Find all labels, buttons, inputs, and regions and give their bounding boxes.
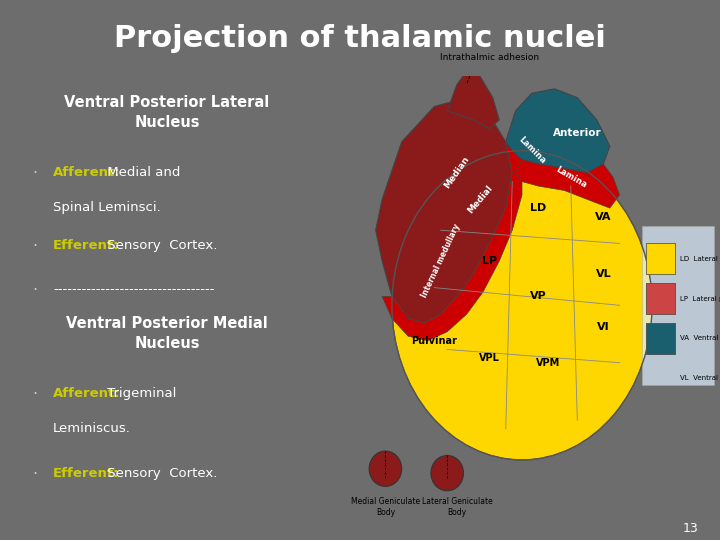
Polygon shape — [516, 159, 619, 208]
Text: VPL: VPL — [479, 353, 500, 363]
Text: 13: 13 — [683, 522, 698, 535]
Text: Sensory  Cortex.: Sensory Cortex. — [103, 239, 217, 252]
Text: VL  Ventral: VL Ventral — [680, 375, 718, 381]
Text: Ventral Posterior Medial
Nucleus: Ventral Posterior Medial Nucleus — [66, 316, 268, 350]
Polygon shape — [505, 89, 610, 173]
Text: LD: LD — [530, 203, 546, 213]
Text: Internal medullary: Internal medullary — [420, 223, 462, 300]
Text: Trigeminal: Trigeminal — [103, 387, 176, 400]
Text: Spinal Leminsci.: Spinal Leminsci. — [53, 201, 161, 214]
Text: Medial and: Medial and — [103, 166, 180, 179]
Text: ·: · — [32, 239, 37, 254]
Text: Ventral Posterior Lateral
Nucleus: Ventral Posterior Lateral Nucleus — [64, 96, 270, 130]
Text: VA  Ventral A: VA Ventral A — [680, 335, 720, 341]
Bar — [646, 244, 675, 274]
Text: ·: · — [32, 387, 37, 402]
Text: ·: · — [32, 166, 37, 181]
Text: Efferent:: Efferent: — [53, 239, 120, 252]
Text: Lamina: Lamina — [516, 136, 547, 166]
Bar — [646, 323, 675, 354]
Text: ----------------------------------: ---------------------------------- — [53, 283, 215, 296]
Text: Lateral Geniculate
Body: Lateral Geniculate Body — [422, 497, 492, 517]
Text: ·: · — [32, 467, 37, 482]
Bar — [646, 283, 675, 314]
Polygon shape — [447, 71, 499, 129]
Text: Medial Geniculate
Body: Medial Geniculate Body — [351, 497, 420, 517]
Text: Afferent:: Afferent: — [53, 387, 121, 400]
Text: LP  Lateral p: LP Lateral p — [680, 296, 720, 302]
Text: Leminiscus.: Leminiscus. — [53, 422, 131, 435]
Text: Medial: Medial — [465, 184, 494, 215]
Text: VA: VA — [595, 212, 611, 222]
Ellipse shape — [431, 455, 464, 491]
Text: Lamina: Lamina — [554, 165, 588, 190]
Text: LD  Lateral d: LD Lateral d — [680, 256, 720, 262]
Polygon shape — [376, 98, 512, 323]
Text: LP: LP — [482, 256, 497, 266]
Bar — [646, 323, 675, 354]
Bar — [642, 226, 714, 385]
Text: Efferent:: Efferent: — [53, 467, 120, 480]
Text: VL: VL — [595, 269, 611, 279]
Text: VPM: VPM — [536, 357, 560, 368]
Polygon shape — [382, 133, 522, 341]
Text: Sensory  Cortex.: Sensory Cortex. — [103, 467, 217, 480]
Ellipse shape — [369, 451, 402, 487]
Bar — [646, 244, 675, 274]
Text: Pulvinar: Pulvinar — [411, 336, 457, 346]
Bar — [646, 283, 675, 314]
Text: Median: Median — [443, 155, 472, 191]
Ellipse shape — [392, 151, 652, 460]
Text: Projection of thalamic nuclei: Projection of thalamic nuclei — [114, 24, 606, 53]
Text: VI: VI — [597, 322, 610, 333]
Text: Afferent:: Afferent: — [53, 166, 121, 179]
Text: Intrathalmic adhesion: Intrathalmic adhesion — [440, 53, 539, 62]
Text: VP: VP — [530, 292, 546, 301]
Text: Anterior: Anterior — [553, 128, 602, 138]
Text: ·: · — [32, 283, 37, 298]
